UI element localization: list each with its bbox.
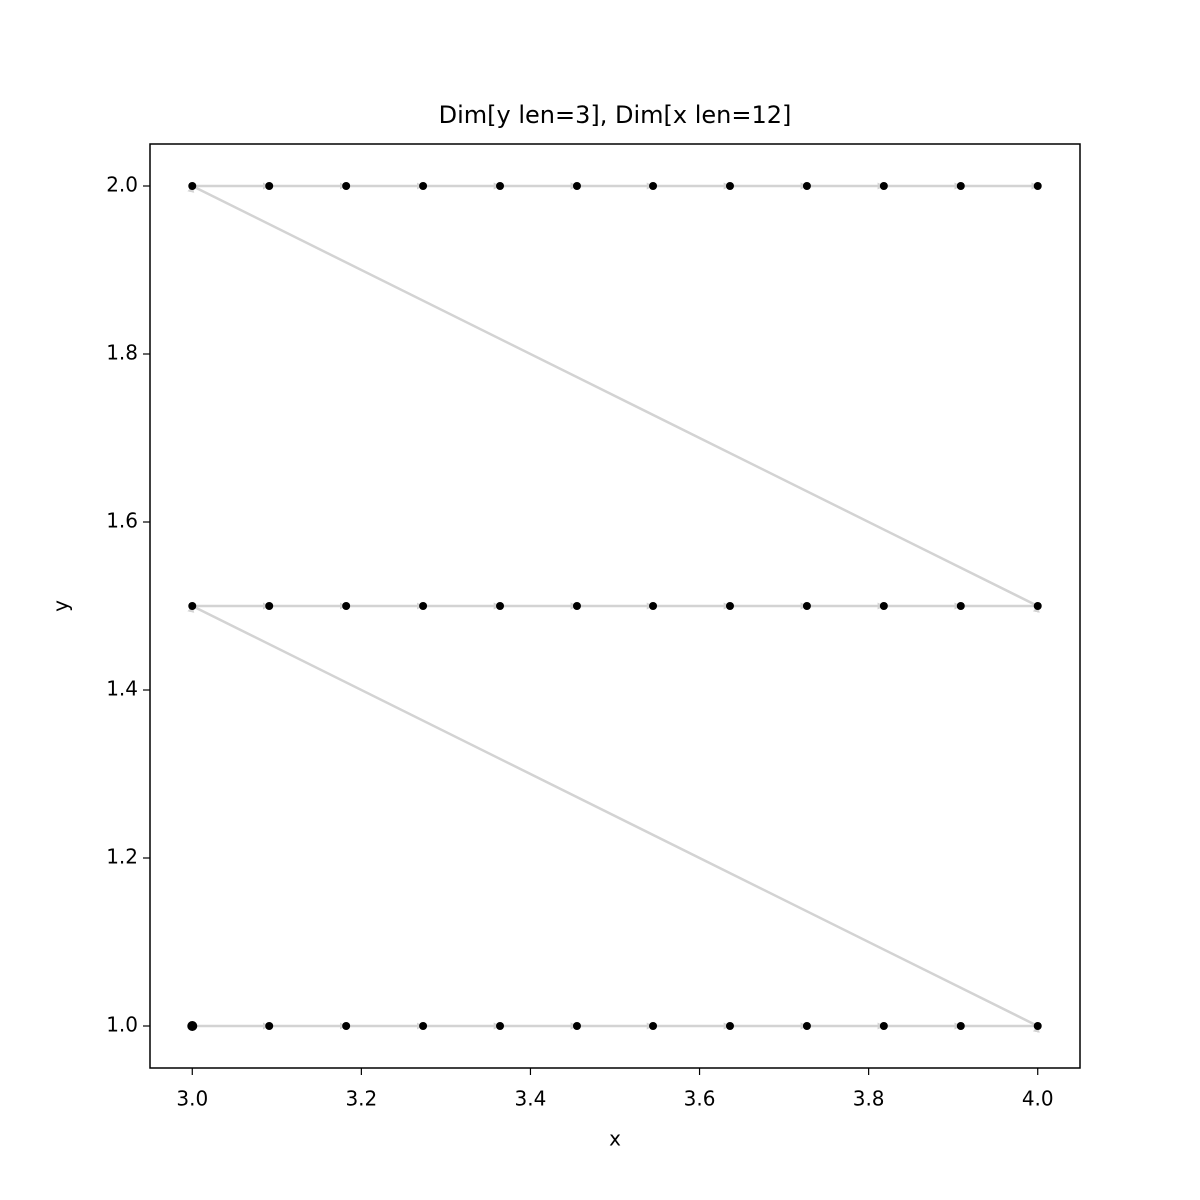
- y-tick-label: 1.4: [106, 677, 138, 701]
- point: [649, 182, 658, 190]
- x-tick-label: 4.0: [1022, 1087, 1054, 1111]
- point: [419, 1022, 428, 1030]
- point: [802, 182, 811, 190]
- point: [496, 1022, 505, 1030]
- point: [265, 1022, 274, 1030]
- point: [342, 182, 351, 190]
- plot-frame: [149, 143, 1081, 1069]
- chart-title: Dim[y len=3], Dim[x len=12]: [439, 101, 792, 129]
- y-tick-label: 2.0: [106, 173, 138, 197]
- point: [649, 602, 658, 610]
- point: [572, 602, 581, 610]
- y-tick-label: 1.0: [106, 1013, 138, 1037]
- y-tick-label: 1.8: [106, 341, 138, 365]
- x-tick-label: 3.2: [345, 1087, 377, 1111]
- path-line: [187, 182, 1040, 1033]
- y-tick-label: 1.6: [106, 509, 138, 533]
- point: [572, 1022, 581, 1030]
- point: [802, 602, 811, 610]
- point: [956, 182, 965, 190]
- point: [265, 602, 274, 610]
- point: [342, 1022, 351, 1030]
- point: [342, 602, 351, 610]
- point: [879, 182, 888, 190]
- x-tick-label: 3.8: [853, 1087, 885, 1111]
- x-tick-label: 3.6: [684, 1087, 716, 1111]
- point: [496, 602, 505, 610]
- y-tick-label: 1.2: [106, 845, 138, 869]
- point: [725, 1022, 734, 1030]
- point: [725, 602, 734, 610]
- point: [1033, 182, 1042, 190]
- point: [188, 602, 197, 610]
- x-tick-label: 3.0: [176, 1087, 208, 1111]
- point: [496, 182, 505, 190]
- point: [419, 602, 428, 610]
- x-tick-label: 3.4: [515, 1087, 547, 1111]
- x-axis-label: x: [609, 1127, 621, 1151]
- point: [1033, 1022, 1042, 1030]
- point: [265, 182, 274, 190]
- point: [187, 1021, 198, 1031]
- y-axis-label: y: [49, 600, 73, 612]
- point: [1033, 602, 1042, 610]
- point: [956, 602, 965, 610]
- point: [649, 1022, 658, 1030]
- point: [802, 1022, 811, 1030]
- point: [572, 182, 581, 190]
- point: [725, 182, 734, 190]
- point: [879, 602, 888, 610]
- point: [879, 1022, 888, 1030]
- point: [188, 182, 197, 190]
- point: [419, 182, 428, 190]
- point: [956, 1022, 965, 1030]
